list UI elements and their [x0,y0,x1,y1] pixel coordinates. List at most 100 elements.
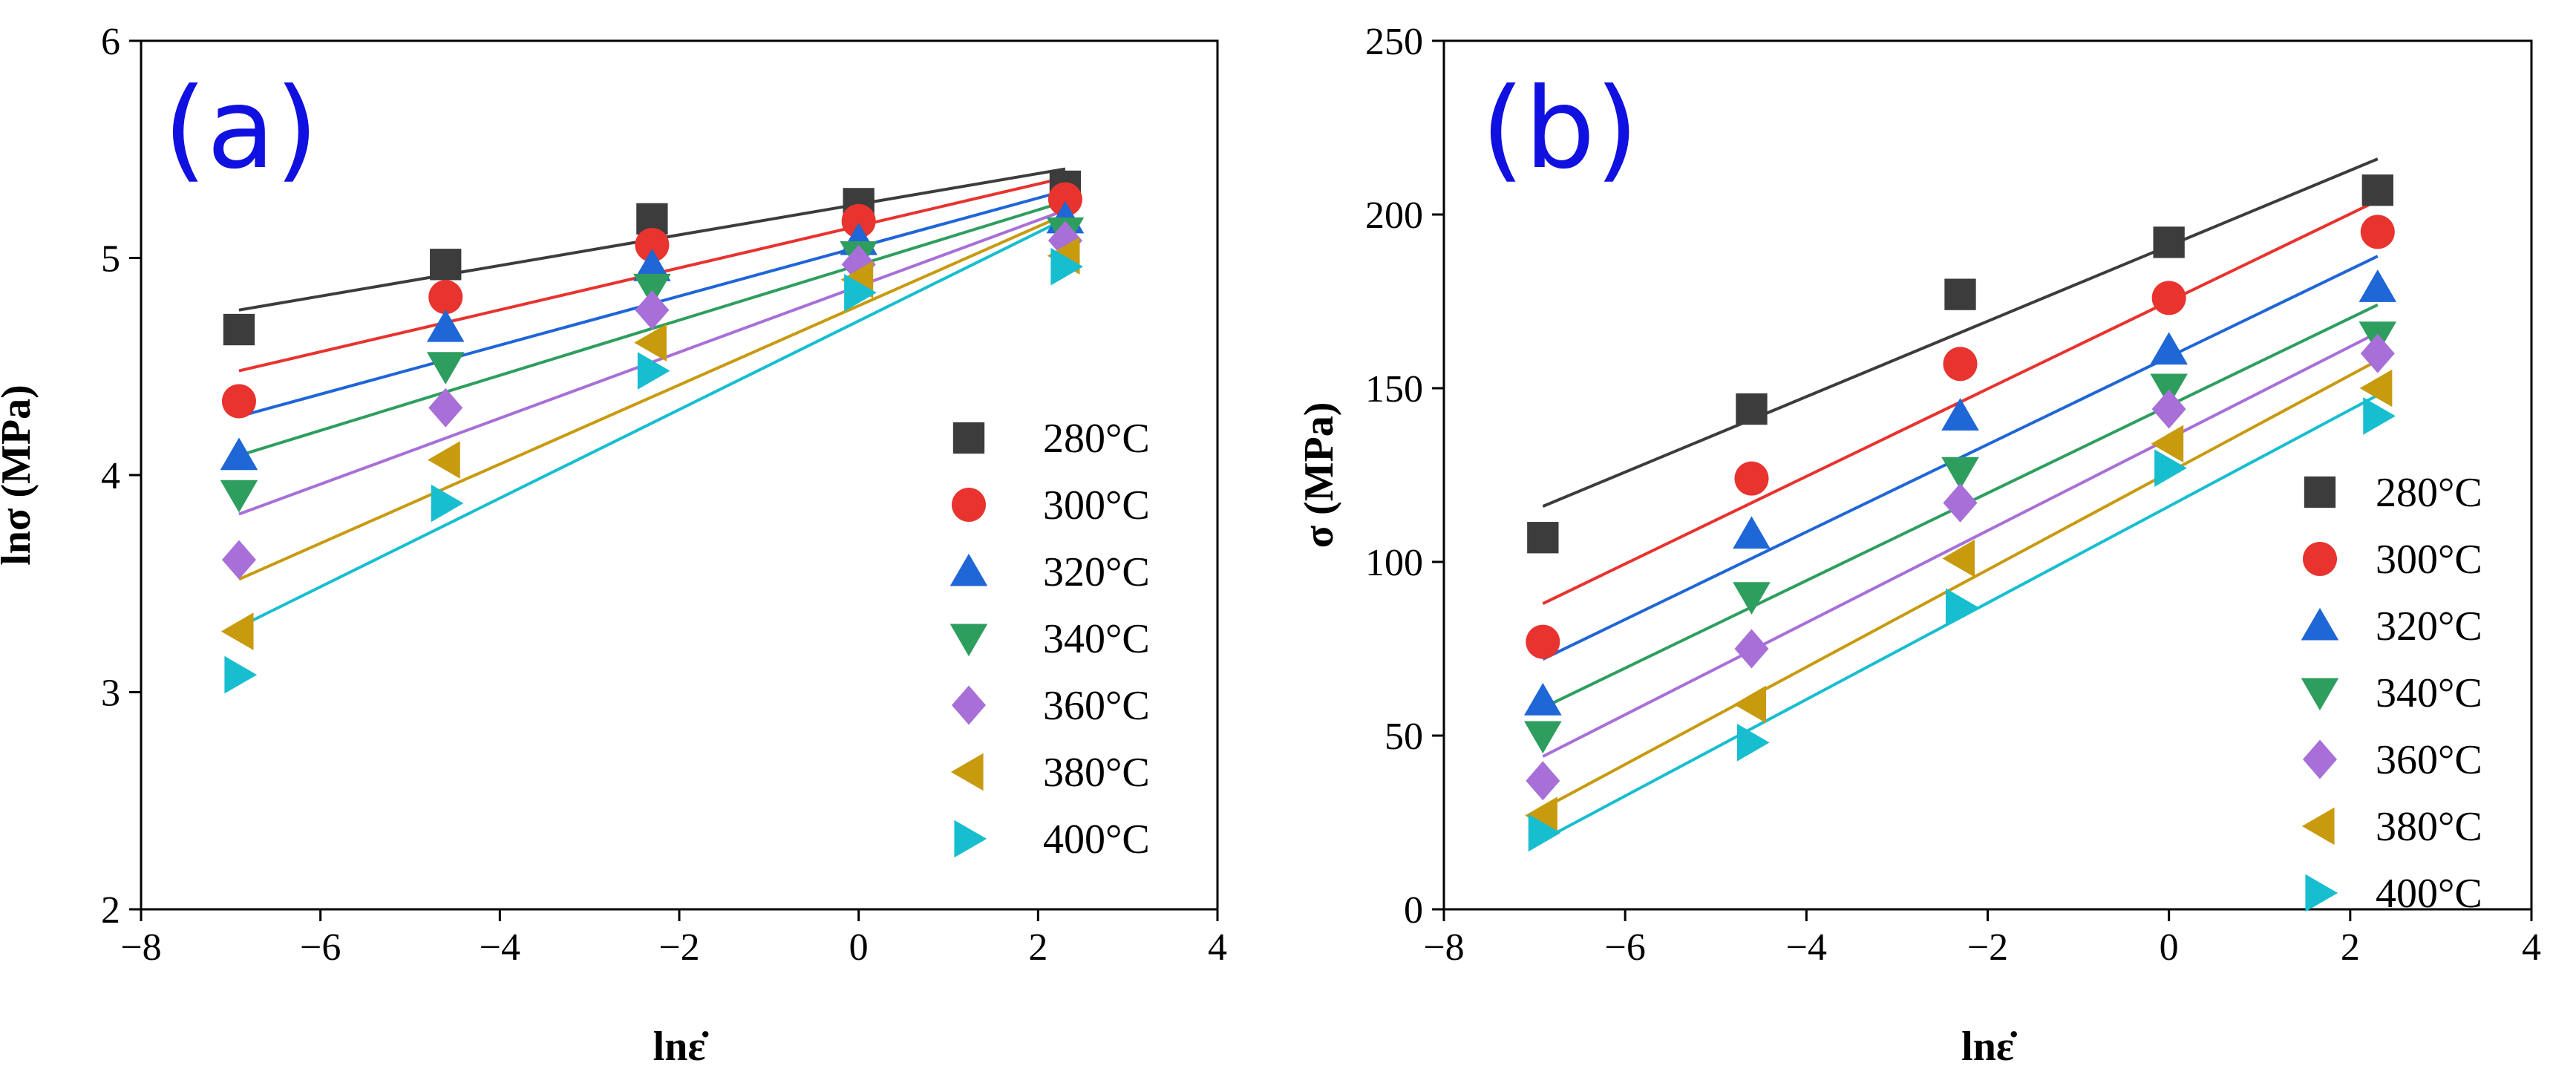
data-point [635,227,670,262]
x-axis-title: lnε̇ [1961,1024,2018,1070]
y-axis-title: σ (MPa) [1296,402,1342,549]
data-point [1945,588,1978,626]
data-point [1526,761,1560,801]
chart-panel-a: −8 −6 −4 −2 0 2 4 2 3 4 5 6 lnε̇ lnσ (MPa) (a) 280°C 300… [0,21,1227,1070]
x-tick-label: −6 [1605,926,1646,969]
fit-line [1542,157,2379,508]
data-point [633,273,671,307]
data-point [426,352,465,385]
panel-label: (a) [163,65,318,194]
y-tick-label: 2 [101,889,120,932]
x-tick-label: 2 [1028,926,1047,969]
data-point [430,249,462,281]
legend-label: 360°C [2376,737,2482,783]
data-point [2151,425,2184,463]
x-tick-label: −2 [1967,926,2008,969]
data-point [1944,278,1976,310]
data-point [2153,226,2185,258]
data-point [1942,540,1975,578]
legend-marker [2305,874,2338,912]
data-point [634,324,667,361]
x-tick-label: −8 [120,926,161,969]
x-tick-label: −8 [1423,926,1464,969]
data-point [428,280,463,315]
x-tick-label: 4 [2522,926,2541,969]
x-axis-title: lnε̇ [653,1024,710,1070]
x-tick-label: 0 [849,926,869,969]
legend-label: 340°C [1043,616,1150,662]
data-point [2359,369,2393,408]
legend-marker [954,819,987,858]
y-tick-label: 100 [1365,542,1423,584]
data-point [1528,814,1561,852]
legend-marker [952,488,986,522]
data-point [1050,247,1084,286]
data-point [637,352,670,390]
legend-marker [2301,807,2335,845]
legend-marker [2301,678,2339,711]
data-point [431,484,464,523]
x-tick-label: 0 [2160,926,2179,969]
data-point [2360,333,2395,373]
legend: 280°C 300°C 320°C 340°C 360°C 380°C 400°C [2301,470,2482,917]
data-point [1524,721,1562,754]
fit-line [1542,393,2379,842]
x-tick-label: −4 [480,926,520,969]
data-point [2151,281,2186,315]
data-point [1941,457,1979,490]
data-point [1734,629,1769,669]
y-tick-label: 250 [1365,21,1423,63]
y-tick-label: 50 [1385,716,1423,758]
fit-line [1542,331,2379,758]
legend-label: 400°C [2376,871,2482,917]
data-point [2150,332,2188,365]
data-point [220,480,258,513]
x-tick-label: 4 [1208,926,1227,969]
legend-marker [2304,476,2336,508]
data-point [2361,174,2393,206]
data-point [633,249,671,281]
legend-marker [2303,542,2337,576]
data-point [223,313,255,346]
legend-marker [952,685,986,725]
data-point [220,437,258,471]
data-point [220,612,254,650]
legend-label: 280°C [2376,470,2482,516]
data-point [221,540,256,580]
data-point [1524,683,1562,716]
legend-label: 320°C [2376,603,2482,650]
data-point [2151,389,2186,429]
data-point [426,309,465,342]
x-tick-label: −6 [300,926,341,969]
data-point [1943,347,1978,382]
data-point [1733,516,1771,549]
x-tick-label: −2 [658,926,699,969]
data-point [1733,582,1771,615]
legend-marker [949,624,988,657]
data-point [841,203,876,238]
y-tick-label: 150 [1365,368,1423,410]
data-point [428,387,463,428]
x-tick-label: −4 [1786,926,1827,969]
data-point [1525,796,1557,834]
data-point [224,655,258,694]
legend-marker [2303,739,2337,779]
legend-label: 380°C [1043,750,1150,796]
y-tick-label: 3 [101,673,120,715]
data-point [221,384,256,419]
legend-marker [2301,607,2339,641]
data-point [844,274,877,312]
chart-panel-b: −8 −6 −4 −2 0 2 4 0 50 100 150 200 250 lnε̇ σ (MPa) (b)… [1296,21,2541,1070]
y-tick-label: 6 [101,21,120,63]
data-point [2360,215,2395,249]
legend-label: 400°C [1043,817,1150,863]
data-point [2363,397,2396,435]
data-point [1047,182,1082,217]
legend-marker [950,753,984,791]
legend-label: 300°C [2376,537,2482,583]
data-point [2358,269,2397,302]
data-point [1733,685,1767,724]
x-tick-label: 2 [2341,926,2360,969]
data-point [1736,393,1768,425]
